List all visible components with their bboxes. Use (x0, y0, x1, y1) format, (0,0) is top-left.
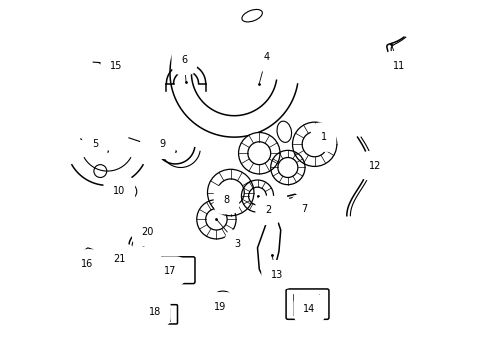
Text: 7: 7 (301, 203, 307, 213)
Text: 17: 17 (164, 266, 176, 276)
Text: 14: 14 (303, 303, 316, 314)
Text: 21: 21 (113, 253, 125, 264)
Text: 13: 13 (271, 270, 283, 280)
Text: 11: 11 (392, 61, 405, 71)
Text: 1: 1 (320, 132, 327, 142)
Text: 16: 16 (81, 259, 93, 269)
Ellipse shape (216, 307, 230, 314)
Text: 5: 5 (92, 139, 98, 149)
Text: 10: 10 (113, 186, 125, 196)
Circle shape (197, 200, 236, 239)
Circle shape (242, 180, 273, 212)
Text: 12: 12 (369, 161, 382, 171)
Ellipse shape (216, 291, 230, 297)
Polygon shape (347, 137, 372, 216)
Text: 8: 8 (223, 195, 229, 204)
Polygon shape (170, 51, 297, 137)
Circle shape (239, 132, 280, 174)
FancyBboxPatch shape (286, 289, 329, 319)
Circle shape (293, 122, 337, 166)
Text: 4: 4 (263, 52, 270, 62)
Polygon shape (167, 64, 206, 84)
Circle shape (270, 150, 305, 185)
Polygon shape (258, 219, 281, 280)
Text: 18: 18 (149, 307, 161, 317)
Text: 19: 19 (214, 302, 226, 312)
Text: 9: 9 (160, 139, 166, 149)
FancyBboxPatch shape (143, 305, 177, 324)
Circle shape (207, 169, 254, 216)
Polygon shape (387, 37, 406, 53)
Text: 15: 15 (110, 61, 122, 71)
Text: 6: 6 (181, 55, 187, 65)
Text: 20: 20 (142, 227, 154, 237)
FancyBboxPatch shape (161, 257, 195, 284)
Text: 2: 2 (265, 205, 271, 215)
Text: 3: 3 (235, 239, 241, 249)
Polygon shape (72, 158, 143, 185)
